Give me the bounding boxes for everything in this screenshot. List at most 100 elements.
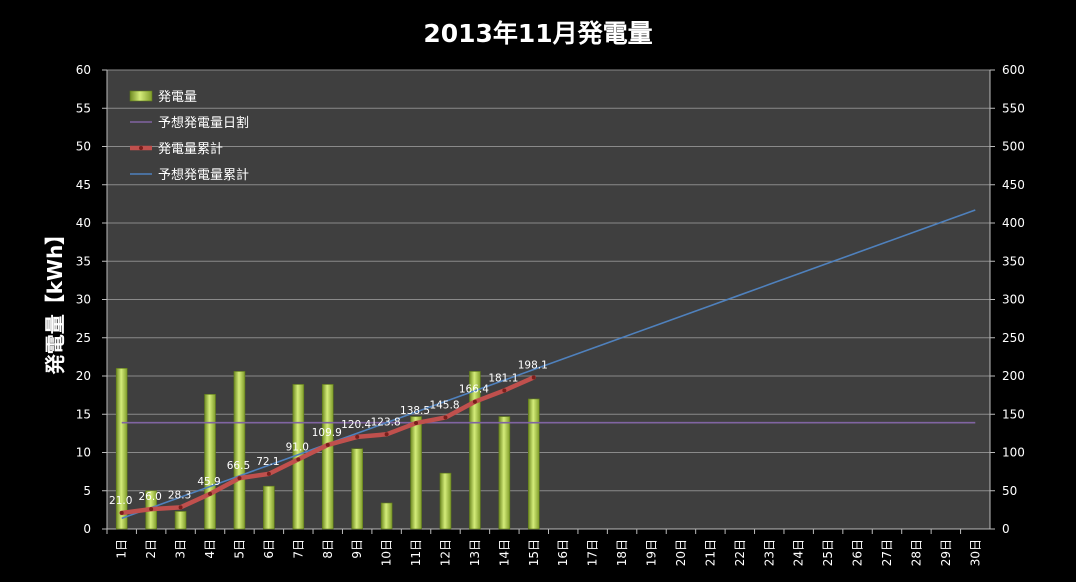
x-tick-label: 18日 (615, 539, 629, 566)
y-tick-label: 0 (83, 522, 91, 536)
cumulative-data-label: 66.5 (227, 460, 250, 472)
y2-tick-label: 500 (1002, 140, 1025, 154)
x-tick-label: 7日 (291, 539, 305, 559)
cumulative-data-label: 120.4 (341, 419, 371, 431)
cumulative-data-label: 109.9 (312, 427, 342, 439)
y2-tick-label: 600 (1002, 63, 1025, 77)
cumulative-data-label: 28.3 (168, 489, 191, 501)
y2-tick-label: 100 (1002, 446, 1025, 460)
cumulative-marker (443, 415, 448, 420)
bar (439, 472, 452, 530)
cumulative-marker (178, 505, 183, 510)
y-tick-label: 35 (76, 254, 91, 268)
y2-tick-label: 50 (1002, 484, 1017, 498)
bar (204, 394, 216, 530)
y2-tick-label: 150 (1002, 407, 1025, 421)
x-tick-label: 26日 (851, 539, 865, 566)
cumulative-data-label: 145.8 (429, 399, 459, 411)
cumulative-marker (208, 491, 213, 496)
x-tick-label: 24日 (792, 539, 806, 566)
legend-label: 発電量累計 (158, 141, 223, 157)
bar (321, 384, 334, 530)
x-tick-label: 25日 (821, 539, 835, 566)
y-tick-label: 10 (76, 446, 91, 460)
y-tick-label: 60 (76, 63, 91, 77)
x-tick-label: 20日 (674, 539, 688, 566)
cumulative-data-label: 198.1 (518, 359, 548, 371)
y2-tick-label: 450 (1002, 178, 1025, 192)
bar (498, 416, 511, 530)
bar (527, 398, 540, 530)
x-tick-label: 27日 (880, 539, 894, 566)
y2-tick-label: 250 (1002, 331, 1025, 345)
x-tick-label: 11日 (409, 539, 423, 566)
bar (263, 485, 275, 530)
cumulative-data-label: 91.0 (286, 441, 309, 453)
x-tick-label: 8日 (321, 539, 335, 559)
y2-tick-label: 350 (1002, 254, 1025, 268)
x-tick-label: 2日 (144, 539, 158, 559)
legend-label: 予想発電量日割 (158, 115, 249, 131)
cumulative-marker (149, 507, 154, 512)
cumulative-marker (355, 434, 360, 439)
legend-label: 予想発電量累計 (158, 167, 249, 183)
y2-tick-label: 200 (1002, 369, 1025, 383)
x-tick-label: 16日 (556, 539, 570, 566)
x-tick-label: 12日 (438, 539, 452, 566)
cumulative-marker (531, 375, 536, 380)
bar (469, 371, 481, 530)
bar (380, 502, 393, 530)
cumulative-data-label: 45.9 (197, 476, 220, 488)
x-tick-label: 10日 (380, 539, 394, 566)
x-tick-label: 23日 (762, 539, 776, 566)
cumulative-marker (472, 399, 477, 404)
y-tick-label: 15 (76, 407, 91, 421)
x-tick-label: 29日 (939, 539, 953, 566)
x-tick-label: 9日 (350, 539, 364, 559)
x-tick-label: 6日 (262, 539, 276, 559)
y-tick-label: 55 (76, 101, 91, 115)
bar (351, 448, 363, 530)
cumulative-marker (414, 421, 419, 426)
cumulative-data-label: 166.4 (459, 384, 489, 396)
bar (115, 368, 128, 530)
y-tick-label: 20 (76, 369, 91, 383)
forecast-cumulative-line (121, 209, 976, 520)
x-tick-label: 3日 (174, 539, 188, 559)
cumulative-marker (296, 457, 301, 462)
legend-swatch-bar (129, 90, 153, 102)
cumulative-marker (266, 471, 271, 476)
cumulative-data-label: 138.5 (400, 405, 430, 417)
cumulative-data-label: 123.8 (371, 416, 401, 428)
y2-tick-label: 0 (1002, 522, 1010, 536)
cumulative-marker (119, 510, 124, 515)
bar (174, 511, 187, 530)
x-tick-label: 19日 (645, 539, 659, 566)
x-tick-label: 13日 (468, 539, 482, 566)
y-tick-label: 5 (83, 484, 91, 498)
x-tick-label: 5日 (232, 539, 246, 559)
y2-tick-label: 550 (1002, 101, 1025, 115)
y-tick-label: 45 (76, 178, 91, 192)
y-axis-title: 発電量【kWh】 (43, 225, 67, 376)
x-tick-label: 17日 (586, 539, 600, 566)
y-tick-label: 50 (76, 140, 91, 154)
bar (410, 416, 422, 530)
x-tick-label: 30日 (968, 539, 982, 566)
y-tick-label: 25 (76, 331, 91, 345)
x-tick-label: 15日 (527, 539, 541, 566)
cumulative-marker (384, 432, 389, 437)
chart-title: 2013年11月発電量 (423, 19, 653, 48)
y2-tick-label: 300 (1002, 293, 1025, 307)
cumulative-data-label: 181.1 (488, 372, 518, 384)
y-tick-label: 30 (76, 293, 91, 307)
cumulative-data-label: 21.0 (109, 495, 132, 507)
cumulative-data-label: 72.1 (256, 456, 279, 468)
x-tick-label: 22日 (733, 539, 747, 566)
x-tick-label: 21日 (703, 539, 717, 566)
y2-tick-label: 400 (1002, 216, 1025, 230)
x-tick-label: 28日 (909, 539, 923, 566)
x-tick-label: 14日 (497, 539, 511, 566)
cumulative-marker (502, 388, 507, 393)
